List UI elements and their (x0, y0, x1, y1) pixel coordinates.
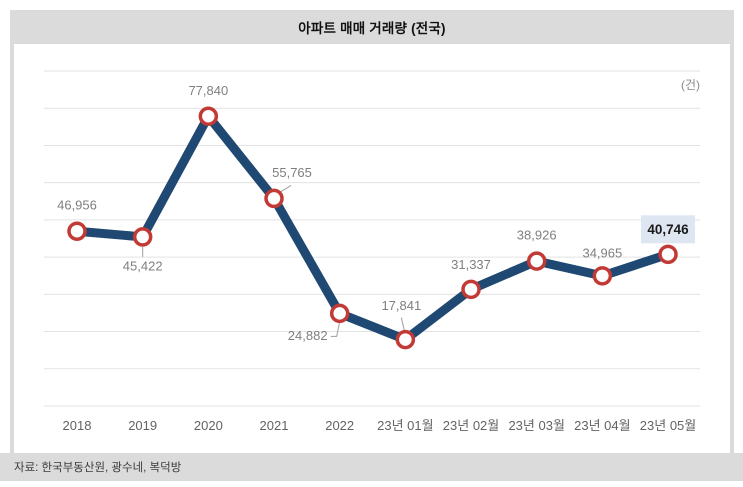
highlight-box (641, 215, 696, 244)
data-point-marker-23년 01월 (395, 329, 416, 350)
data-value-label: 46,956 (57, 198, 97, 213)
data-point-marker-23년 04월 (592, 266, 613, 286)
data-value-label: 55,765 (272, 165, 312, 180)
data-value-label: 17,841 (381, 298, 421, 313)
x-axis-label: 2019 (128, 418, 157, 433)
x-axis-label: 2018 (63, 418, 92, 433)
data-value-label: 38,926 (517, 228, 557, 243)
data-point-marker-2020 (198, 106, 219, 127)
x-axis-label: 2022 (325, 418, 354, 433)
data-point-marker-2022 (329, 303, 350, 324)
x-axis-label: 23년 03월 (508, 418, 564, 433)
series-line (76, 111, 670, 345)
chart-title-bar: 아파트 매매 거래량 (전국) (10, 10, 734, 44)
data-point-marker-23년 03월 (526, 251, 547, 271)
data-value-label: 31,337 (451, 257, 491, 272)
source-text: 자료: 한국부동산원, 광수네, 복덕방 (14, 462, 182, 474)
x-axis-label: 2021 (260, 418, 289, 433)
data-point-marker-2018 (67, 221, 87, 241)
data-value-label: 24,882 (288, 328, 328, 343)
chart-panel (10, 44, 734, 453)
data-value-label: 40,746 (647, 222, 689, 237)
data-point-marker-2021 (264, 188, 284, 209)
data-value-label: 34,965 (582, 245, 622, 260)
x-axis-label: 23년 01월 (377, 418, 433, 433)
source-bar: 자료: 한국부동산원, 광수네, 복덕방 (0, 453, 743, 481)
x-axis-label: 23년 05월 (640, 418, 696, 433)
data-point-marker-23년 05월 (658, 244, 678, 265)
data-value-label: 77,840 (188, 83, 228, 98)
leader-line (330, 321, 341, 337)
data-value-label: 45,422 (123, 258, 163, 273)
x-axis-label: 23년 02월 (443, 418, 499, 433)
chart-title: 아파트 매매 거래량 (전국) (298, 21, 446, 36)
x-axis-label: 23년 04월 (574, 418, 630, 433)
data-point-marker-23년 02월 (461, 279, 481, 300)
unit-label: (건) (680, 78, 700, 92)
x-axis-label: 2020 (194, 418, 223, 433)
leader-line (400, 317, 405, 331)
data-point-marker-2019 (132, 227, 153, 247)
